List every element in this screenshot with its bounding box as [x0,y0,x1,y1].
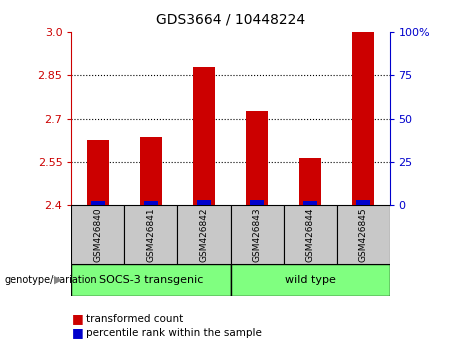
Bar [90,201,106,205]
Bar [355,200,371,205]
Bar [230,205,284,264]
Text: genotype/variation: genotype/variation [5,275,97,285]
Text: GSM426841: GSM426841 [147,207,155,262]
Text: GSM426840: GSM426840 [94,207,102,262]
Bar [71,264,230,296]
Bar [140,137,161,205]
Text: percentile rank within the sample: percentile rank within the sample [86,328,262,338]
Bar [71,205,124,264]
Text: GSM426843: GSM426843 [253,207,261,262]
Bar [284,205,337,264]
Bar [352,32,373,205]
Bar [87,140,108,205]
Text: ■: ■ [71,312,83,325]
Text: ▶: ▶ [54,275,62,285]
Bar [302,201,318,205]
Bar [299,158,320,205]
Text: GDS3664 / 10448224: GDS3664 / 10448224 [156,12,305,27]
Text: GSM426845: GSM426845 [359,207,367,262]
Bar [230,264,390,296]
Text: SOCS-3 transgenic: SOCS-3 transgenic [99,275,203,285]
Text: wild type: wild type [284,275,336,285]
Bar [246,112,267,205]
Bar [337,205,390,264]
Bar [124,205,177,264]
Text: transformed count: transformed count [86,314,183,324]
Bar [196,200,212,205]
Bar [249,200,265,205]
Text: ■: ■ [71,326,83,339]
Text: GSM426842: GSM426842 [200,207,208,262]
Bar [193,67,214,205]
Bar [177,205,230,264]
Bar [143,201,159,205]
Text: GSM426844: GSM426844 [306,207,314,262]
